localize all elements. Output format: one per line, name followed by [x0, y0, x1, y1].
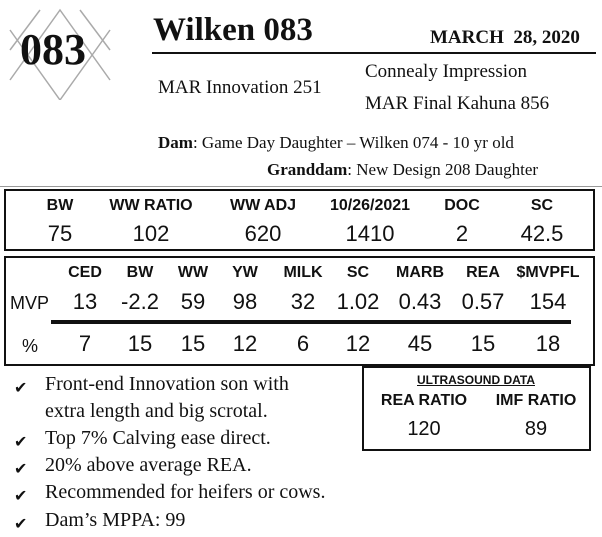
performance-box: BW WW RATIO WW ADJ 10/26/2021 DOC SC 75 …	[4, 189, 595, 251]
epd-mvp-value: 13	[72, 289, 98, 314]
lot-number: 083	[20, 25, 86, 74]
check-icon: ✔	[14, 488, 28, 505]
epd-percent-value: 15	[180, 331, 206, 356]
epd-mvp-value: 0.43	[398, 289, 442, 314]
epd-percent-value: 12	[232, 331, 258, 356]
granddam-line: Granddam: New Design 208 Daughter	[267, 160, 538, 180]
epd-percent-value: 6	[296, 331, 310, 356]
epd-percent-value: 12	[345, 331, 371, 356]
ultrasound-value: 89	[524, 418, 548, 440]
sire: MAR Innovation 251	[158, 77, 322, 98]
epd-header: $MVPFL	[516, 264, 580, 281]
dam-value: : Game Day Daughter – Wilken 074 - 10 yr…	[192, 133, 514, 152]
diamond-logo-icon	[9, 8, 111, 100]
sale-date: MARCH 28, 2020	[430, 27, 580, 48]
epd-mvp-value: 32	[290, 289, 316, 314]
perf-header: 10/26/2021	[329, 197, 411, 214]
epd-header: CED	[68, 264, 102, 281]
note-line: Top 7% Calving ease direct.	[45, 427, 271, 449]
check-icon: ✔	[14, 461, 28, 478]
note-line: 20% above average REA.	[45, 454, 252, 476]
top-rule	[0, 186, 602, 187]
perf-header: DOC	[444, 197, 480, 214]
epd-header: BW	[126, 264, 154, 281]
ultrasound-value: 120	[407, 418, 441, 440]
check-icon: ✔	[14, 434, 28, 451]
perf-header: WW RATIO	[109, 197, 193, 214]
sire-dam: MAR Final Kahuna 856	[365, 93, 550, 114]
epd-header: MARB	[396, 264, 444, 281]
perf-value: 75	[47, 221, 73, 246]
epd-mvp-value: 98	[232, 289, 258, 314]
epd-header: SC	[346, 264, 370, 281]
epd-percent-value: 15	[127, 331, 153, 356]
perf-header: BW	[46, 197, 74, 214]
check-icon: ✔	[14, 516, 28, 533]
perf-value: 102	[132, 221, 170, 246]
note-line: Recommended for heifers or cows.	[45, 481, 326, 503]
dam-line: Dam: Game Day Daughter – Wilken 074 - 10…	[158, 133, 514, 153]
epd-mvp-value: -2.2	[121, 289, 159, 314]
note-line: Front-end Innovation son with	[45, 373, 289, 395]
percent-row-label: %	[22, 336, 39, 356]
epd-header: WW	[177, 264, 209, 281]
note-line: Dam’s MPPA: 99	[45, 509, 186, 531]
epd-mvp-value: 0.57	[461, 289, 505, 314]
epd-percent-value: 15	[470, 331, 496, 356]
mvp-row-label: MVP	[10, 293, 50, 313]
dam-label: Dam	[158, 133, 193, 152]
perf-value: 2	[455, 221, 469, 246]
ultrasound-box: ULTRASOUND DATA REA RATIO IMF RATIO 120 …	[362, 366, 591, 451]
perf-value: 1410	[345, 221, 395, 246]
epd-header: REA	[466, 264, 500, 281]
ultrasound-header: REA RATIO	[380, 392, 468, 409]
epd-percent-value: 45	[407, 331, 433, 356]
ultrasound-header: IMF RATIO	[495, 392, 577, 409]
epd-mvp-value: 154	[529, 289, 567, 314]
note-line: extra length and big scrotal.	[45, 400, 268, 422]
epd-box: MVP % CED 13 7 BW -2.2 15 WW 59 15 YW 98 12 MILK 32 6 S…	[4, 256, 595, 366]
perf-value: 42.5	[520, 221, 564, 246]
animal-title: Wilken 083	[153, 12, 313, 48]
granddam-value: : New Design 208 Daughter	[347, 160, 539, 179]
ultrasound-title: ULTRASOUND DATA	[417, 373, 535, 387]
granddam-label: Granddam	[267, 160, 348, 179]
epd-mvp-value: 1.02	[336, 289, 380, 314]
epd-percent-value: 18	[535, 331, 561, 356]
check-icon: ✔	[14, 380, 28, 397]
epd-header: YW	[232, 264, 258, 281]
epd-percent-value: 7	[78, 331, 92, 356]
perf-header: SC	[530, 197, 554, 214]
sire-sire: Connealy Impression	[365, 61, 528, 82]
epd-header: MILK	[283, 264, 323, 281]
header-divider	[152, 52, 596, 54]
epd-mvp-value: 59	[180, 289, 206, 314]
perf-header: WW ADJ	[229, 197, 297, 214]
perf-value: 620	[244, 221, 282, 246]
epd-divider	[51, 320, 571, 324]
